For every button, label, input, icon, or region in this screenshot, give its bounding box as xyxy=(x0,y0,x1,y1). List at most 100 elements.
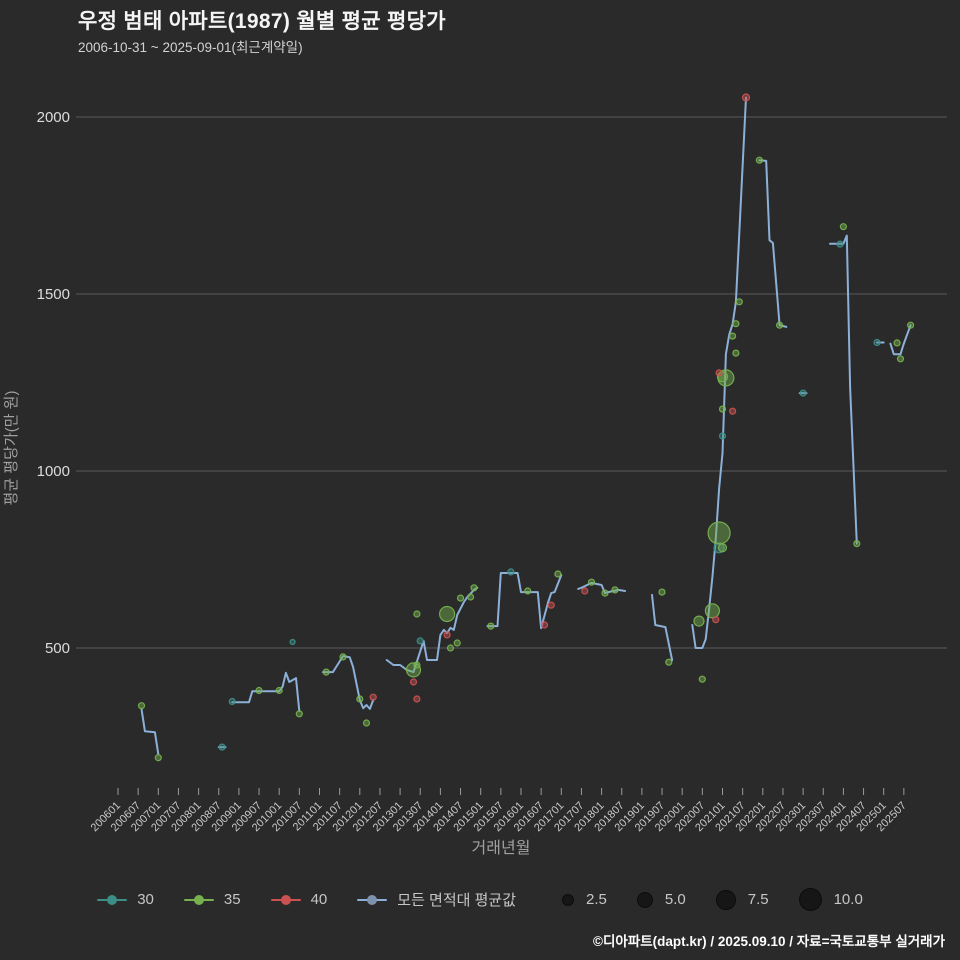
data-point-30[interactable] xyxy=(416,637,424,645)
size-bubble-icon xyxy=(562,893,575,906)
data-point-35[interactable] xyxy=(255,686,263,695)
average-price-line xyxy=(231,671,301,712)
size-legend: 2.5 5.0 7.5 10.0 xyxy=(562,888,863,911)
data-point-35[interactable] xyxy=(356,695,364,703)
data-point-35[interactable] xyxy=(362,719,371,727)
legend-item-30[interactable]: 30 xyxy=(97,891,154,908)
size-bubble-icon xyxy=(798,888,822,911)
data-point-40[interactable] xyxy=(741,93,751,102)
data-point-30[interactable] xyxy=(873,338,881,347)
data-point-35[interactable] xyxy=(717,543,728,553)
data-point-35[interactable] xyxy=(732,320,740,328)
data-point-35[interactable] xyxy=(275,686,283,695)
data-point-40[interactable] xyxy=(540,621,549,629)
data-point-40[interactable] xyxy=(728,407,737,415)
data-point-35[interactable] xyxy=(524,587,532,595)
data-point-40[interactable] xyxy=(413,695,421,703)
legend-label: 35 xyxy=(223,891,241,908)
data-point-35[interactable] xyxy=(413,661,421,669)
data-point-40[interactable] xyxy=(369,693,377,701)
data-point-40[interactable] xyxy=(443,631,451,639)
data-point-35[interactable] xyxy=(732,349,740,357)
legend-item-40[interactable]: 40 xyxy=(270,891,327,908)
data-point-35[interactable] xyxy=(704,603,721,619)
average-price-line xyxy=(385,586,479,674)
average-price-line xyxy=(651,593,674,661)
data-point-35[interactable] xyxy=(896,355,905,363)
data-point-35[interactable] xyxy=(775,321,784,329)
legend-label: 모든 면적대 평균값 xyxy=(397,892,517,909)
data-point-40[interactable] xyxy=(409,678,418,686)
y-tick-label: 1000 xyxy=(37,463,70,480)
average-price-line xyxy=(140,707,160,756)
data-point-35[interactable] xyxy=(487,622,495,630)
data-point-35[interactable] xyxy=(611,586,619,594)
size-bubble-icon xyxy=(636,891,653,908)
data-point-35[interactable] xyxy=(446,644,455,652)
size-bubble-icon xyxy=(715,889,736,910)
legend-marker-35-icon xyxy=(183,894,214,905)
data-point-35[interactable] xyxy=(893,339,901,347)
average-price-line xyxy=(889,324,912,356)
data-point-35[interactable] xyxy=(718,405,727,413)
chart-title: 우정 범태 아파트(1987) 월별 평균 평당가 xyxy=(78,10,446,33)
data-point-40[interactable] xyxy=(712,616,720,624)
data-point-30[interactable] xyxy=(799,389,807,397)
data-point-35[interactable] xyxy=(906,321,915,329)
data-point-35[interactable] xyxy=(735,298,743,306)
data-point-40[interactable] xyxy=(547,601,555,609)
size-label: 7.5 xyxy=(747,891,769,908)
data-point-35[interactable] xyxy=(439,605,456,623)
data-point-35[interactable] xyxy=(839,223,848,231)
average-price-line xyxy=(486,572,563,630)
data-point-30[interactable] xyxy=(228,697,236,706)
legend-item-average[interactable]: 모든 면적대 평균값 xyxy=(357,889,516,910)
data-point-35[interactable] xyxy=(405,662,422,678)
data-point-35[interactable] xyxy=(601,589,609,597)
data-point-40[interactable] xyxy=(581,587,589,595)
data-point-35[interactable] xyxy=(693,615,705,627)
size-legend-item: 10.0 xyxy=(798,888,863,911)
data-point-35[interactable] xyxy=(728,332,737,340)
data-point-35[interactable] xyxy=(698,675,706,683)
data-point-30[interactable] xyxy=(507,568,515,576)
average-price-line xyxy=(321,655,375,710)
chart-legend: 30 35 40 모든 면적대 평균값 2.5 5.0 xyxy=(0,888,960,911)
size-legend-item: 5.0 xyxy=(636,891,686,908)
data-point-35[interactable] xyxy=(322,668,330,676)
y-tick-label: 2000 xyxy=(37,109,70,126)
data-point-35[interactable] xyxy=(665,658,673,666)
data-point-35[interactable] xyxy=(587,578,596,586)
data-point-30[interactable] xyxy=(836,240,844,248)
data-point-35[interactable] xyxy=(154,754,162,762)
chart-subtitle: 2006-10-31 ~ 2025-09-01(최근계약일) xyxy=(78,40,303,55)
data-point-35[interactable] xyxy=(658,588,666,596)
average-price-line xyxy=(691,96,747,649)
data-point-35[interactable] xyxy=(339,653,347,661)
data-point-35[interactable] xyxy=(137,702,146,710)
data-point-35[interactable] xyxy=(295,710,303,718)
data-point-35[interactable] xyxy=(470,584,478,592)
data-point-35[interactable] xyxy=(707,521,731,545)
series-legend: 30 35 40 모든 면적대 평균값 xyxy=(97,889,516,910)
data-point-35[interactable] xyxy=(853,539,861,548)
data-point-35[interactable] xyxy=(456,594,465,602)
average-price-line xyxy=(829,234,858,545)
footer-credit: ©디아파트(dapt.kr) / 2025.09.10 / 자료=국토교통부 실… xyxy=(593,934,945,949)
x-axis-title: 거래년월 xyxy=(472,839,531,857)
data-point-35[interactable] xyxy=(554,570,562,578)
data-point-35[interactable] xyxy=(755,156,764,164)
data-point-35[interactable] xyxy=(453,639,461,647)
legend-marker-40-icon xyxy=(270,894,301,905)
legend-marker-average-icon xyxy=(357,894,388,905)
data-point-35[interactable] xyxy=(413,610,421,618)
data-point-30[interactable] xyxy=(718,432,727,440)
size-label: 2.5 xyxy=(586,891,607,908)
data-point-30[interactable] xyxy=(218,743,226,751)
data-point-30[interactable] xyxy=(289,638,296,646)
legend-item-35[interactable]: 35 xyxy=(183,891,241,908)
data-point-35[interactable] xyxy=(467,593,475,601)
average-price-line xyxy=(577,581,627,595)
data-point-40[interactable] xyxy=(715,369,723,377)
